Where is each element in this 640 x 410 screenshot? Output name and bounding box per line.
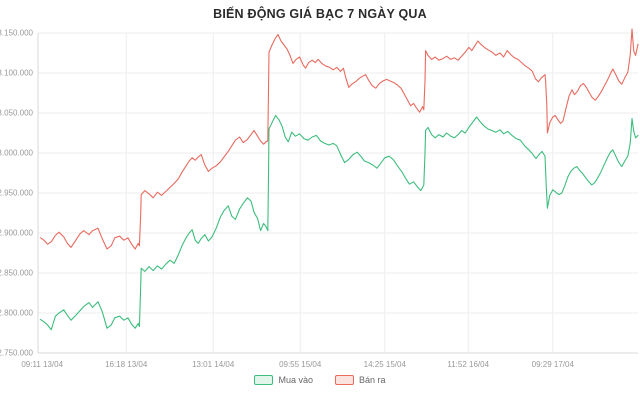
- x-axis-label: 14:25 15/04: [364, 360, 407, 369]
- x-axis-label: 09:11 13/04: [21, 360, 63, 369]
- x-axis-label: 13:01 14/04: [192, 360, 235, 369]
- y-axis-label: 2.850.000: [0, 269, 34, 278]
- y-axis-label: 2.750.000: [0, 349, 34, 358]
- x-axis-label: 09:55 15/04: [279, 360, 322, 369]
- legend-item-ban-ra[interactable]: Bán ra: [335, 375, 386, 385]
- y-axis-label: 2.950.000: [0, 189, 34, 198]
- legend-item-mua-vao[interactable]: Mua vào: [254, 375, 313, 385]
- chart-title: BIẾN ĐỘNG GIÁ BẠC 7 NGÀY QUA: [213, 7, 427, 21]
- y-axis-label: 2.900.000: [0, 229, 34, 238]
- y-axis-label: 3.000.000: [0, 149, 34, 158]
- mua-vao-swatch-icon: [254, 375, 274, 385]
- y-axis-label: 3.100.000: [0, 69, 34, 78]
- y-axis-label: 2.800.000: [0, 309, 34, 318]
- series-line-mua-vao: [39, 114, 639, 331]
- ban-ra-swatch-icon: [335, 375, 354, 385]
- x-axis-label: 16:18 13/04: [105, 360, 148, 369]
- series-line-ban-ra: [39, 28, 639, 250]
- y-axis-label: 3.050.000: [0, 109, 34, 118]
- legend-label-ban-ra: Bán ra: [359, 375, 386, 385]
- x-axis-label: 09:29 17/04: [532, 360, 575, 369]
- legend-label-mua-vao: Mua vào: [278, 375, 313, 385]
- y-axis-label: 3.150.000: [0, 29, 34, 38]
- x-axis-label: 11:52 16/04: [447, 360, 489, 369]
- chart-legend: Mua vào Bán ra: [0, 375, 640, 385]
